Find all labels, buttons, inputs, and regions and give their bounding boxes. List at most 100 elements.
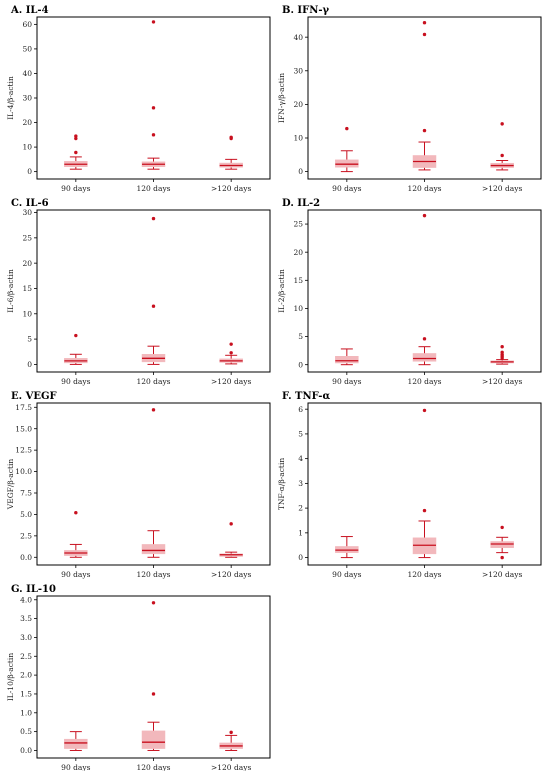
y-tick-label: 30 <box>22 208 32 217</box>
y-tick-label: 50 <box>22 45 32 54</box>
y-tick-label: 15 <box>22 284 32 293</box>
y-tick-label: 5 <box>27 335 32 344</box>
plot-frame <box>36 16 271 180</box>
y-tick-label: 7.5 <box>20 489 32 498</box>
iqr-box <box>335 159 359 168</box>
y-tick-label: 2.5 <box>20 652 32 661</box>
y-tick-label: 0 <box>298 553 303 562</box>
y-tick-label: 2.0 <box>20 671 32 680</box>
y-axis-label: IFN-γ/β-actin <box>277 73 286 123</box>
panel-title: C. IL-6 <box>11 198 49 209</box>
outlier-point <box>229 135 233 139</box>
box-3 <box>490 122 514 171</box>
box-2 <box>141 408 166 558</box>
box-3 <box>219 342 243 365</box>
outlier-point <box>151 408 156 412</box>
outlier-point <box>500 122 504 126</box>
box-3 <box>219 522 243 558</box>
x-tick-label: 90 days <box>332 570 361 579</box>
x-tick-label: 90 days <box>61 377 90 386</box>
box-1 <box>64 333 88 365</box>
y-tick-label: 10 <box>293 304 303 313</box>
panel-6: F. TNF-α 0 1 2 3 4 5 6 TNF-α/β-actin 90 days 120 d… <box>277 391 542 579</box>
outlier-point <box>74 136 78 141</box>
outlier-point <box>500 153 504 158</box>
panel-title: F. TNF-α <box>282 391 330 402</box>
x-tick-label: 90 days <box>61 570 90 579</box>
box-2 <box>412 21 437 171</box>
y-axis-label: VEGF/β-actin <box>6 459 15 511</box>
x-tick-label: >120 days <box>211 184 251 193</box>
y-tick-label: 2 <box>298 504 303 513</box>
x-tick-label: 120 days <box>136 763 170 771</box>
y-tick-label: 60 <box>22 20 32 29</box>
outlier-point <box>151 133 156 137</box>
y-tick-label: 25 <box>293 220 303 229</box>
y-tick-label: 0.0 <box>20 746 32 755</box>
y-tick-label: 40 <box>22 69 32 78</box>
y-tick-label: 15 <box>293 276 303 285</box>
x-tick-label: 120 days <box>407 570 441 579</box>
y-tick-label: 10 <box>22 143 32 152</box>
outlier-point <box>500 555 504 560</box>
y-tick-label: 3.5 <box>20 614 32 623</box>
x-tick-label: >120 days <box>482 377 522 386</box>
x-tick-label: 90 days <box>332 377 361 386</box>
box-1 <box>64 731 88 751</box>
panel-7: G. IL-10 0.0 0.5 1.0 1.5 2.0 2.5 3.0 3.5 4.0 IL-10… <box>6 584 271 771</box>
y-axis-label: IL-6/β-actin <box>6 269 15 313</box>
y-tick-label: 20 <box>22 259 32 268</box>
y-axis-label: IL-2/β-actin <box>277 269 286 313</box>
x-tick-label: 90 days <box>61 763 90 771</box>
box-1 <box>335 126 359 173</box>
y-axis-label: IL-10/β-actin <box>6 653 15 702</box>
y-tick-label: 5 <box>298 430 303 439</box>
y-tick-label: 0 <box>298 360 303 369</box>
iqr-box <box>412 353 437 362</box>
y-axis-label: IL-4/β-actin <box>6 76 15 120</box>
y-tick-label: 15.0 <box>15 424 32 433</box>
y-tick-label: 3.0 <box>20 633 32 642</box>
outlier-point <box>229 342 233 346</box>
box-2 <box>141 601 166 751</box>
outlier-point <box>229 730 233 735</box>
outlier-point <box>74 134 78 138</box>
outlier-point <box>151 106 156 110</box>
box-3 <box>490 344 514 365</box>
panel-title: A. IL-4 <box>10 5 49 16</box>
y-tick-label: 5.0 <box>20 510 32 519</box>
y-tick-label: 30 <box>293 66 303 75</box>
x-tick-label: 90 days <box>61 184 90 193</box>
panel-title: E. VEGF <box>11 391 57 402</box>
y-axis-label: TNF-α/β-actin <box>277 458 286 511</box>
outlier-point <box>151 692 156 696</box>
x-tick-label: >120 days <box>211 377 251 386</box>
y-tick-label: 6 <box>298 405 303 414</box>
y-tick-label: 0.0 <box>20 553 32 562</box>
outlier-point <box>422 32 427 37</box>
panel-title: B. IFN-γ <box>282 5 329 16</box>
y-tick-label: 3 <box>298 479 303 488</box>
x-tick-label: 120 days <box>136 377 170 386</box>
outlier-point <box>422 508 427 513</box>
outlier-point <box>422 408 427 413</box>
outlier-point <box>422 213 427 218</box>
outlier-point <box>229 522 233 526</box>
x-tick-label: >120 days <box>211 570 251 579</box>
y-tick-label: 20 <box>293 248 303 257</box>
outlier-point <box>422 21 427 25</box>
outlier-point <box>151 20 156 24</box>
box-1 <box>64 511 88 558</box>
y-tick-label: 0 <box>27 360 32 369</box>
outlier-point <box>500 525 504 530</box>
y-tick-label: 20 <box>22 118 32 127</box>
outlier-point <box>151 601 156 605</box>
y-tick-label: 2.5 <box>20 531 32 540</box>
x-tick-label: 120 days <box>136 184 170 193</box>
y-tick-label: 10 <box>22 309 32 318</box>
iqr-box <box>141 730 166 749</box>
y-tick-label: 0.5 <box>20 727 32 736</box>
box-1 <box>335 348 359 366</box>
outlier-point <box>74 333 78 338</box>
